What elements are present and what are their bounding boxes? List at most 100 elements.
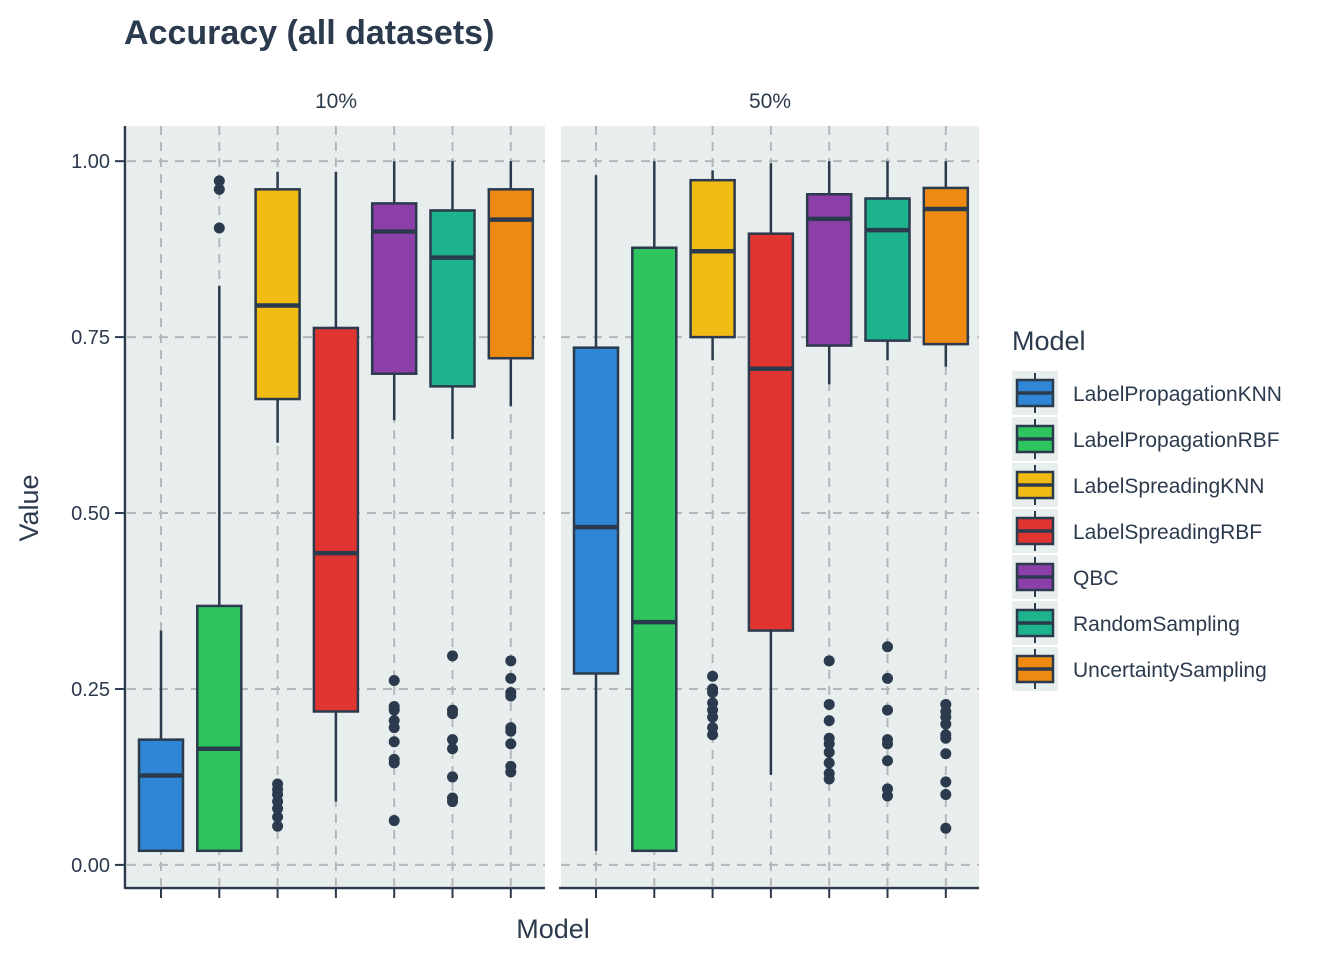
- outlier-point: [882, 704, 893, 716]
- y-tick-label: 0.75: [71, 327, 110, 349]
- outlier-point: [505, 722, 517, 734]
- outlier-point: [882, 734, 893, 746]
- outlier-point: [823, 655, 835, 667]
- facet-panel-2: 50%: [561, 90, 979, 886]
- box-LabelSpreadingRBF: [747, 163, 795, 775]
- outlier-point: [505, 738, 517, 750]
- box-LabelSpreadingKNN: [254, 171, 301, 832]
- facet-panel-1: 10%: [127, 90, 545, 886]
- outlier-point: [940, 789, 952, 801]
- box-body: [312, 326, 360, 713]
- legend-label: QBC: [1073, 567, 1119, 590]
- legend-label: LabelSpreadingRBF: [1073, 521, 1262, 544]
- legend-entry-RandomSampling: RandomSampling: [1012, 601, 1240, 645]
- outlier-point: [388, 736, 400, 748]
- outlier-point: [447, 734, 458, 746]
- outlier-point: [940, 698, 952, 710]
- outlier-point: [272, 778, 284, 790]
- box-LabelSpreadingRBF: [312, 171, 360, 802]
- outlier-point: [882, 755, 893, 767]
- outlier-point: [707, 670, 719, 682]
- outlier-point: [823, 732, 835, 744]
- outlier-point: [505, 655, 517, 667]
- outlier-point: [823, 757, 835, 769]
- box-body: [631, 246, 678, 853]
- outlier-point: [447, 792, 458, 804]
- legend-label: LabelPropagationRBF: [1073, 429, 1280, 452]
- outlier-point: [388, 675, 400, 687]
- outlier-point: [940, 822, 952, 834]
- outlier-point: [388, 715, 400, 727]
- box-body: [747, 232, 795, 632]
- outlier-point: [707, 697, 719, 709]
- y-tick-label: 0.25: [71, 679, 110, 701]
- outlier-point: [882, 641, 893, 653]
- box-body: [689, 178, 736, 339]
- outlier-point: [505, 760, 517, 772]
- outlier-point: [388, 701, 400, 713]
- legend-entry-LabelSpreadingKNN: LabelSpreadingKNN: [1012, 463, 1264, 507]
- outlier-point: [388, 815, 400, 827]
- outlier-point: [213, 183, 225, 195]
- x-axis-title: Model: [516, 914, 590, 944]
- box-body: [370, 202, 418, 375]
- outlier-point: [447, 743, 458, 755]
- legend-entry-LabelSpreadingRBF: LabelSpreadingRBF: [1012, 509, 1262, 553]
- outlier-point: [707, 722, 719, 734]
- outlier-point: [882, 672, 893, 684]
- outlier-point: [213, 222, 225, 234]
- box-body: [922, 186, 970, 346]
- box-LabelPropagationRBF: [196, 175, 243, 853]
- panels: 10% 50%: [127, 90, 979, 886]
- box-body: [196, 604, 243, 853]
- outlier-point: [823, 715, 835, 727]
- outlier-point: [940, 776, 952, 788]
- outlier-point: [940, 748, 952, 760]
- legend-label: LabelPropagationKNN: [1073, 383, 1282, 406]
- outlier-point: [823, 698, 835, 710]
- box-LabelPropagationRBF: [631, 161, 678, 853]
- facet-strip-label: 10%: [315, 90, 357, 113]
- box-body: [137, 738, 185, 853]
- y-axis-title: Value: [14, 474, 44, 541]
- box-body: [429, 209, 476, 388]
- legend-entry-UncertaintySampling: UncertaintySampling: [1012, 647, 1267, 691]
- y-tick-label: 0.00: [71, 855, 110, 877]
- outlier-point: [388, 753, 400, 765]
- legend-label: RandomSampling: [1073, 613, 1240, 636]
- box-LabelPropagationKNN: [572, 175, 620, 851]
- outlier-point: [447, 771, 458, 783]
- box-RandomSampling: [429, 161, 476, 808]
- outlier-point: [505, 686, 517, 698]
- facet-strip-label: 50%: [749, 90, 791, 113]
- outlier-point: [213, 175, 225, 187]
- legend-entry-LabelPropagationKNN: LabelPropagationKNN: [1012, 371, 1282, 415]
- legend-label: LabelSpreadingKNN: [1073, 475, 1264, 498]
- axes: 0.00 0.25 0.50 0.75 1.00: [71, 126, 979, 898]
- outlier-point: [882, 783, 893, 795]
- outlier-point: [447, 704, 458, 716]
- legend-entry-LabelPropagationRBF: LabelPropagationRBF: [1012, 417, 1280, 461]
- outlier-point: [272, 820, 284, 832]
- legend-label: UncertaintySampling: [1073, 659, 1267, 682]
- outlier-point: [823, 746, 835, 758]
- legend-entry-QBC: QBC: [1012, 555, 1119, 599]
- box-LabelPropagationKNN: [137, 630, 185, 853]
- outlier-point: [272, 811, 284, 823]
- outlier-point: [707, 683, 719, 695]
- box-body: [864, 197, 911, 342]
- outlier-point: [505, 672, 517, 684]
- outlier-point: [447, 650, 458, 662]
- legend-title: Model: [1012, 326, 1086, 356]
- box-QBC: [805, 161, 853, 785]
- box-QBC: [370, 161, 418, 827]
- legend: Model LabelPropagationKNN LabelPropagatio…: [1012, 326, 1282, 691]
- box-UncertaintySampling: [922, 161, 970, 834]
- box-body: [572, 346, 620, 675]
- chart-title: Accuracy (all datasets): [124, 14, 494, 52]
- box-RandomSampling: [864, 161, 911, 802]
- outlier-point: [940, 729, 952, 741]
- box-body: [254, 188, 301, 401]
